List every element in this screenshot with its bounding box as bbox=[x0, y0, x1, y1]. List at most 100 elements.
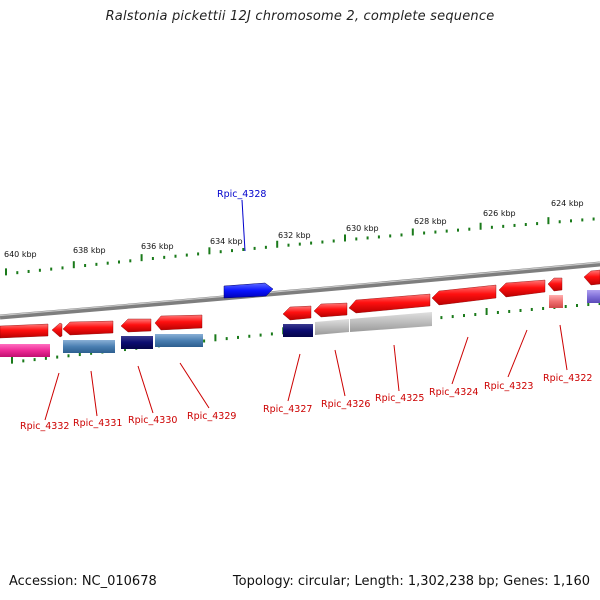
gene-arrow[interactable] bbox=[313, 302, 348, 318]
outer-tick-ring bbox=[5, 217, 595, 276]
minor-tick bbox=[33, 358, 36, 362]
minor-tick bbox=[377, 235, 380, 239]
minor-tick bbox=[185, 253, 188, 257]
minor-tick bbox=[400, 233, 403, 237]
gene-arrow[interactable] bbox=[0, 323, 49, 339]
kbp-label: 640 kbp bbox=[4, 250, 37, 259]
gene-arrow[interactable] bbox=[154, 314, 203, 331]
minor-tick bbox=[219, 250, 222, 254]
forward-gene-track bbox=[0, 269, 600, 339]
cog-block bbox=[283, 324, 313, 337]
minor-tick bbox=[598, 302, 600, 306]
minor-tick bbox=[44, 356, 47, 360]
minor-tick bbox=[50, 267, 53, 271]
gene-arrow[interactable] bbox=[120, 318, 152, 333]
major-tick bbox=[5, 268, 7, 276]
kbp-label: 634 kbp bbox=[210, 237, 243, 246]
kbp-labels: 640 kbp 638 kbp 636 kbp 634 kbp 632 kbp … bbox=[4, 199, 584, 259]
map-title: Ralstonia pickettii 12J chromosome 2, co… bbox=[105, 9, 495, 24]
minor-tick bbox=[592, 217, 595, 221]
minor-tick bbox=[508, 309, 511, 313]
kbp-label: 632 kbp bbox=[278, 231, 311, 240]
gene-arrow[interactable] bbox=[348, 293, 431, 314]
major-tick bbox=[72, 261, 75, 269]
minor-tick bbox=[440, 316, 443, 320]
minor-tick bbox=[197, 252, 200, 256]
gene-label: Rpic_4327 bbox=[263, 404, 312, 415]
gene-arrow[interactable] bbox=[547, 277, 563, 292]
minor-tick bbox=[16, 271, 19, 275]
gene-arrow[interactable] bbox=[583, 269, 600, 286]
minor-tick bbox=[558, 220, 561, 224]
cog-class-track bbox=[0, 290, 600, 357]
minor-tick bbox=[22, 359, 25, 363]
major-tick bbox=[276, 240, 279, 248]
minor-tick bbox=[581, 218, 584, 222]
cog-block bbox=[350, 312, 432, 332]
minor-tick bbox=[366, 236, 369, 240]
gene-arrow[interactable] bbox=[51, 322, 63, 338]
gene-arrow[interactable] bbox=[431, 284, 497, 306]
cog-block bbox=[63, 340, 115, 353]
minor-tick bbox=[84, 264, 87, 268]
gene-arrow[interactable] bbox=[498, 279, 546, 298]
gene-label: Rpic_4330 bbox=[128, 415, 177, 426]
minor-tick bbox=[524, 223, 527, 227]
minor-tick bbox=[519, 308, 522, 312]
cog-block bbox=[155, 334, 203, 347]
minor-tick bbox=[536, 222, 539, 226]
kbp-label: 630 kbp bbox=[346, 224, 379, 233]
minor-tick bbox=[542, 306, 545, 310]
gene-rpic-4328[interactable]: Rpic_4328 bbox=[217, 189, 274, 299]
minor-tick bbox=[463, 314, 465, 318]
minor-tick bbox=[225, 337, 228, 341]
gene-arrow[interactable] bbox=[282, 305, 312, 321]
genome-stats-text: Topology: circular; Length: 1,302,238 bp… bbox=[232, 574, 590, 589]
gene-label: Rpic_4328 bbox=[217, 189, 266, 200]
chromosome-backbone bbox=[0, 261, 600, 320]
major-tick bbox=[140, 254, 143, 262]
cog-block bbox=[587, 290, 600, 303]
minor-tick bbox=[587, 303, 590, 307]
minor-tick bbox=[118, 260, 120, 264]
gene-label: Rpic_4324 bbox=[429, 387, 478, 398]
cog-block bbox=[549, 295, 563, 308]
minor-tick bbox=[237, 335, 239, 339]
minor-tick bbox=[129, 259, 132, 263]
minor-tick bbox=[564, 305, 567, 309]
minor-tick bbox=[163, 255, 166, 259]
major-tick bbox=[479, 222, 482, 230]
gene-label-group: Rpic_4332 Rpic_4331 Rpic_4330 Rpic_4329 … bbox=[20, 324, 592, 432]
major-tick bbox=[485, 307, 488, 315]
minor-tick bbox=[496, 310, 499, 314]
cog-block bbox=[0, 344, 50, 357]
minor-tick bbox=[90, 351, 93, 355]
gene-label: Rpic_4322 bbox=[543, 373, 592, 384]
minor-tick bbox=[576, 304, 578, 308]
minor-tick bbox=[242, 247, 245, 251]
minor-tick bbox=[570, 219, 572, 223]
minor-tick bbox=[61, 266, 64, 270]
minor-tick bbox=[513, 223, 516, 227]
minor-tick bbox=[389, 234, 392, 238]
minor-tick bbox=[95, 262, 98, 266]
kbp-label: 638 kbp bbox=[73, 246, 106, 255]
minor-tick bbox=[434, 230, 437, 234]
gene-label: Rpic_4323 bbox=[484, 381, 533, 392]
minor-tick bbox=[56, 355, 59, 359]
major-tick bbox=[547, 217, 550, 225]
minor-tick bbox=[287, 243, 290, 247]
minor-tick bbox=[106, 261, 109, 265]
minor-tick bbox=[321, 240, 324, 244]
minor-tick bbox=[457, 228, 459, 232]
minor-tick bbox=[151, 257, 154, 261]
major-tick bbox=[344, 234, 346, 242]
gene-label: Rpic_4325 bbox=[375, 393, 424, 404]
minor-tick bbox=[259, 333, 262, 337]
minor-tick bbox=[490, 225, 493, 229]
minor-tick bbox=[502, 224, 505, 228]
kbp-label: 624 kbp bbox=[551, 199, 584, 208]
minor-tick bbox=[468, 227, 471, 231]
gene-arrow[interactable] bbox=[62, 320, 114, 336]
